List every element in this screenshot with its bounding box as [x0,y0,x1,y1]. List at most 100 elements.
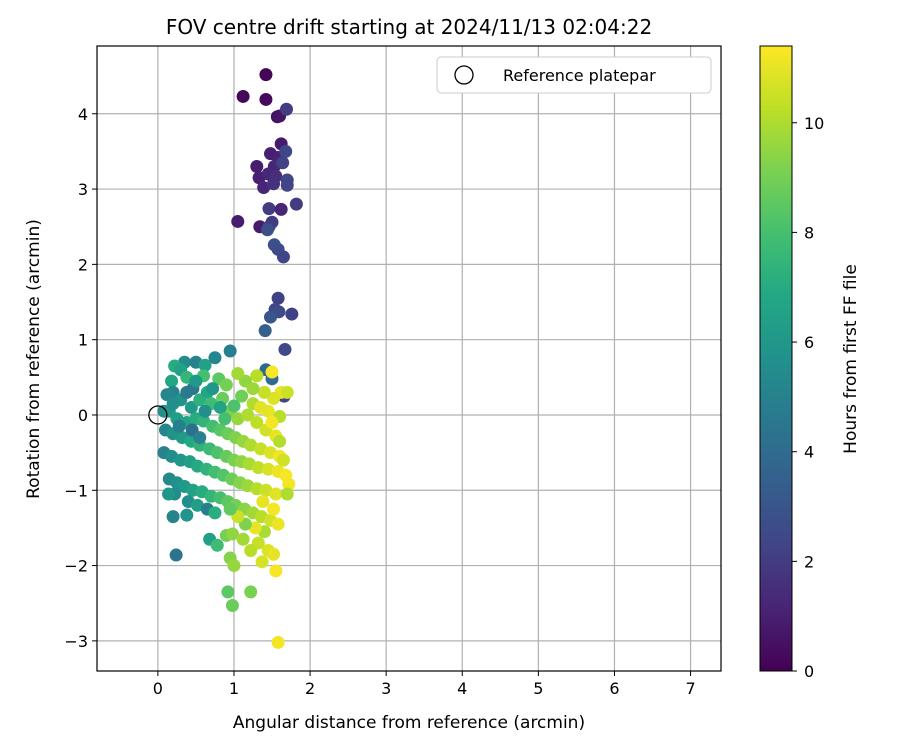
colorbar-tick-label: 6 [804,333,814,352]
colorbar-gradient [759,45,793,672]
x-tick-label: 5 [533,679,543,698]
data-point [250,159,264,173]
data-point [267,547,281,561]
data-point [256,495,270,509]
x-tick-label: 7 [685,679,695,698]
data-point [254,400,268,414]
y-tick-label: −2 [64,557,88,576]
legend-label-reference: Reference platepar [503,66,656,85]
colorbar-tick-label: 2 [804,552,814,571]
x-tick-label: 3 [381,679,391,698]
data-point [259,68,273,82]
data-point [219,378,233,392]
data-point [271,291,285,305]
data-point [258,324,272,338]
data-point [208,351,222,365]
data-point [166,397,180,411]
data-point [250,416,264,430]
data-point [166,510,180,524]
data-point [235,389,249,403]
data-point [280,178,294,192]
x-tick-label: 0 [153,679,163,698]
data-point [169,548,183,562]
data-point [259,92,273,106]
data-point [280,487,294,501]
colorbar-title: Hours from first FF file [841,264,861,454]
x-tick-label: 6 [609,679,619,698]
data-point [269,487,283,501]
data-point [255,555,269,569]
data-point [271,635,285,649]
data-point [289,197,303,211]
y-tick-label: 4 [78,105,88,124]
data-point [208,506,222,520]
data-point [257,385,271,399]
data-point [280,385,294,399]
data-point [198,358,212,372]
data-point [254,442,268,456]
data-point [265,365,279,379]
data-point [210,538,224,552]
data-point [227,559,241,573]
data-point [246,382,260,396]
x-tick-label: 1 [229,679,239,698]
data-point [260,223,274,237]
data-points [148,68,303,649]
data-point [276,156,290,170]
y-tick-label: 3 [78,180,88,199]
colorbar-tick-label: 0 [804,662,814,681]
data-point [257,181,271,195]
data-point [262,202,276,216]
data-point [231,214,245,228]
data-point [279,102,293,116]
data-point [264,310,278,324]
reference-point [148,405,168,425]
data-point [261,462,275,476]
data-point [269,564,283,578]
data-point [265,416,279,430]
data-point [165,374,179,388]
data-point [236,532,250,546]
x-axis-title: Angular distance from reference (arcmin) [233,713,585,733]
data-point [274,202,288,216]
data-point [273,434,287,448]
y-tick-label: 1 [78,331,88,350]
data-point [218,412,232,426]
data-point [236,89,250,103]
data-point [244,585,258,599]
data-point [267,391,281,405]
legend-marker-reference [454,65,474,85]
data-point [259,483,273,497]
data-point [282,477,296,491]
data-point [221,585,235,599]
data-point [285,307,299,321]
data-point [227,399,241,413]
data-point [279,144,293,158]
data-point [244,544,258,558]
data-point [225,527,239,541]
data-point [190,498,204,512]
data-point [225,598,239,612]
data-point [180,508,194,522]
data-point [231,367,245,381]
colorbar-ticks: 0 2 4 6 8 10 [792,114,824,681]
data-point [267,502,281,516]
legend-box [436,56,712,94]
data-point [271,517,285,531]
data-point [198,404,212,418]
legend: Reference platepar [436,56,712,94]
y-tick-label: −1 [64,481,88,500]
data-point [241,408,255,422]
x-tick-label: 4 [457,679,467,698]
data-point [206,382,220,396]
data-point [250,369,264,383]
chart-title: FOV centre drift starting at 2024/11/13 … [166,15,652,39]
colorbar-tick-label: 10 [804,114,824,133]
data-point [267,177,281,191]
y-tick-label: 0 [78,406,88,425]
y-tick-label: −3 [64,632,88,651]
plot-frame [96,45,722,672]
data-point [276,453,290,467]
